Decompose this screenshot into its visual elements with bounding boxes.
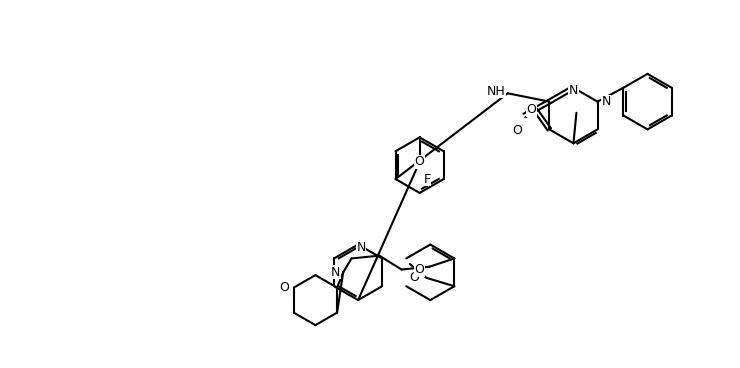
Text: O: O (408, 271, 419, 284)
Text: O: O (513, 124, 522, 137)
Text: N: N (602, 95, 610, 108)
Text: O: O (279, 281, 289, 294)
Text: O: O (414, 263, 424, 276)
Text: N: N (357, 241, 366, 254)
Text: F: F (423, 173, 431, 185)
Text: N: N (569, 84, 578, 97)
Text: O: O (527, 103, 536, 116)
Text: O: O (414, 155, 425, 168)
Text: N: N (331, 266, 340, 279)
Text: NH: NH (487, 85, 505, 98)
